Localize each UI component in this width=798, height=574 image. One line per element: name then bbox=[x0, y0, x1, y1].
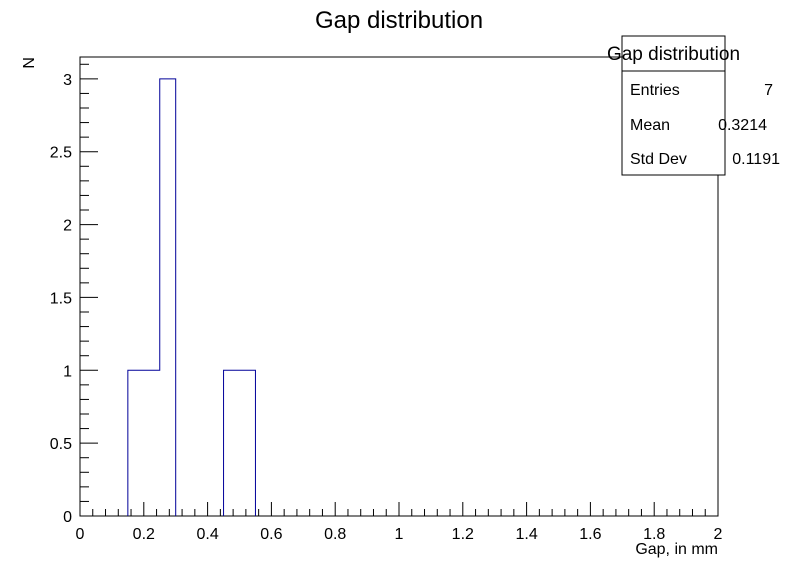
histogram-bin-2 bbox=[224, 370, 256, 516]
x-tick-label: 1.2 bbox=[452, 526, 474, 543]
histogram-bin-0 bbox=[128, 370, 160, 516]
x-tick-label: 2 bbox=[714, 526, 723, 543]
x-tick-label: 1.8 bbox=[643, 526, 665, 543]
y-axis: 0 0.5 1 1.5 2 2.5 3 bbox=[50, 63, 98, 526]
x-tick-label: 0.8 bbox=[324, 526, 346, 543]
stats-entries-value: 7 bbox=[764, 82, 773, 99]
x-tick-label: 0 bbox=[76, 526, 85, 543]
histogram-bin-1 bbox=[160, 79, 176, 516]
x-tick-label: 1.6 bbox=[579, 526, 601, 543]
x-tick-label: 1.4 bbox=[515, 526, 537, 543]
y-axis-label: N bbox=[21, 57, 38, 69]
y-tick-label: 2 bbox=[63, 218, 72, 235]
y-tick-label: 1 bbox=[63, 363, 72, 380]
stats-box: Gap distribution Entries 7 Mean 0.3214 S… bbox=[607, 35, 780, 176]
y-tick-label: 0 bbox=[63, 509, 72, 526]
x-axis-label: Gap, in mm bbox=[635, 541, 718, 558]
x-tick-label: 0.2 bbox=[133, 526, 155, 543]
stats-stddev-label: Std Dev bbox=[630, 151, 687, 168]
histogram-bars bbox=[127, 78, 256, 516]
y-tick-label: 1.5 bbox=[50, 290, 72, 307]
stats-box-title: Gap distribution bbox=[607, 44, 740, 65]
y-tick-label: 2.5 bbox=[50, 145, 72, 162]
stats-mean-label: Mean bbox=[630, 117, 670, 134]
x-tick-label: 0.6 bbox=[260, 526, 282, 543]
y-tick-label: 0.5 bbox=[50, 436, 72, 453]
stats-mean-value: 0.3214 bbox=[718, 117, 767, 134]
stats-entries-label: Entries bbox=[630, 82, 680, 99]
chart-title: Gap distribution bbox=[315, 7, 483, 34]
x-axis: 0 0.2 0.4 0.6 0.8 1 1.2 1.4 1.6 1.8 2 bbox=[76, 502, 723, 543]
stats-box-frame bbox=[621, 35, 726, 176]
x-tick-label: 0.4 bbox=[196, 526, 218, 543]
stats-stddev-value: 0.1191 bbox=[732, 151, 780, 168]
histogram-outline bbox=[127, 78, 256, 516]
y-tick-label: 3 bbox=[63, 72, 72, 89]
x-tick-label: 1 bbox=[395, 526, 404, 543]
